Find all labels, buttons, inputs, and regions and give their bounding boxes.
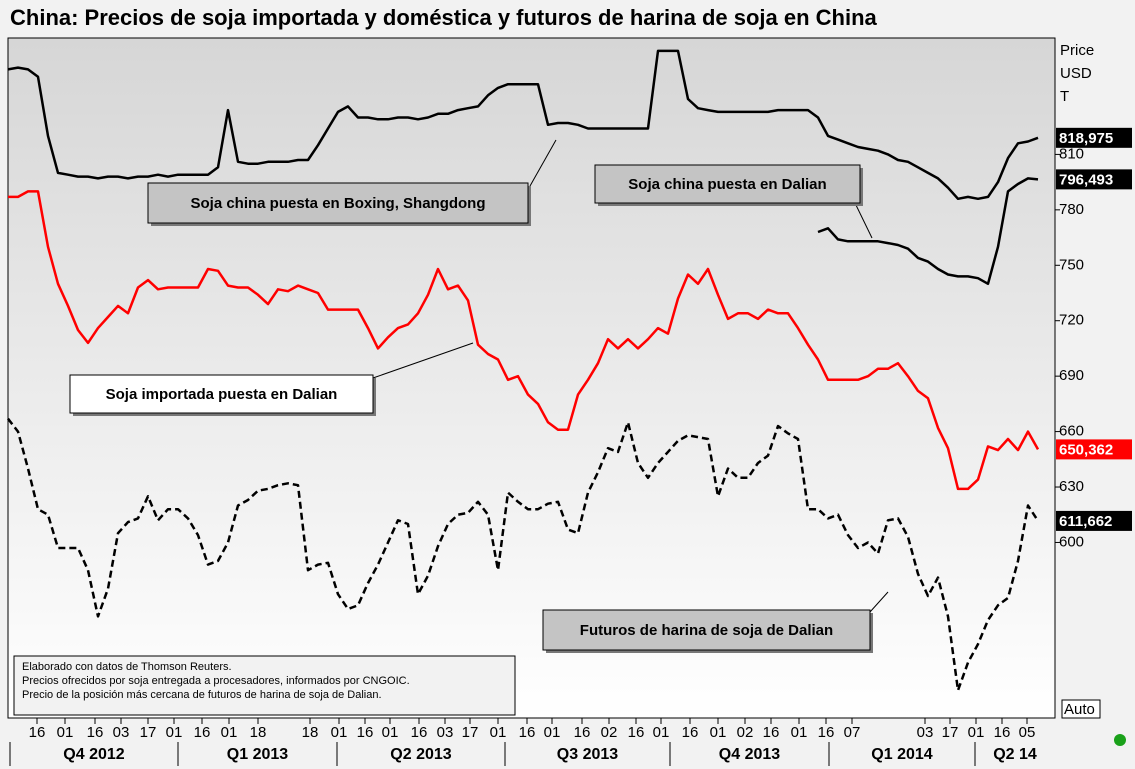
- callout-leader: [529, 139, 557, 187]
- x-tick-label: 01: [710, 724, 727, 741]
- x-tick-label: 16: [411, 724, 428, 741]
- x-tick-label: 17: [140, 724, 157, 741]
- x-tick-label: 01: [653, 724, 670, 741]
- end-label: 650,362: [1059, 441, 1113, 458]
- status-dot: [1114, 734, 1126, 746]
- callout-box: [69, 374, 374, 414]
- period-label: Q4 2013: [719, 746, 780, 763]
- x-tick-label: 03: [437, 724, 454, 741]
- x-tick-label: 16: [194, 724, 211, 741]
- end-label-box: [1056, 510, 1132, 531]
- x-tick-label: 01: [331, 724, 348, 741]
- series-line: [7, 417, 1040, 692]
- x-tick-label: 01: [791, 724, 808, 741]
- x-tick-label: 01: [490, 724, 507, 741]
- x-tick-label: 16: [87, 724, 104, 741]
- period-label: Q1 2014: [871, 746, 932, 763]
- x-tick-label: 03: [113, 724, 130, 741]
- x-tick-label: 16: [574, 724, 591, 741]
- x-tick-label: 16: [682, 724, 699, 741]
- y-tick-label: 660: [1059, 423, 1084, 440]
- x-tick-label: 01: [382, 724, 399, 741]
- x-tick-label: 16: [29, 724, 46, 741]
- y-tick-label: 630: [1059, 478, 1084, 495]
- x-tick-label: 01: [57, 724, 74, 741]
- series-label: Futuros de harina de soja de Dalian: [580, 622, 833, 639]
- x-tick-label: 16: [994, 724, 1011, 741]
- note: Precios ofrecidos por soja entregada a p…: [22, 675, 410, 687]
- notes-box: [13, 655, 516, 716]
- callout-leader: [854, 202, 873, 239]
- x-tick-label: 05: [1019, 724, 1036, 741]
- scale-button-label: Auto: [1064, 701, 1095, 718]
- y-tick-label: 720: [1059, 312, 1084, 329]
- series-label: Soja china puesta en Boxing, Shangdong: [190, 195, 485, 212]
- series-line: [7, 49, 1039, 201]
- callout-box: [594, 164, 861, 204]
- period-label: Q2 14: [993, 746, 1037, 763]
- period-label: Q1 2013: [227, 746, 288, 763]
- x-tick-label: 01: [166, 724, 183, 741]
- series-line: [817, 177, 1039, 286]
- x-tick-label: 01: [968, 724, 985, 741]
- x-tick-label: 02: [601, 724, 618, 741]
- note: Precio de la posición más cercana de fut…: [22, 689, 382, 701]
- end-label-box: [1056, 169, 1132, 190]
- x-tick-label: 01: [221, 724, 238, 741]
- end-label-box: [1056, 439, 1132, 460]
- end-label: 818,975: [1059, 130, 1113, 147]
- x-tick-label: 17: [942, 724, 959, 741]
- y-axis-label: T: [1060, 88, 1069, 105]
- y-tick-label: 690: [1059, 367, 1084, 384]
- x-tick-label: 17: [462, 724, 479, 741]
- y-tick-label: 600: [1059, 533, 1084, 550]
- x-tick-label: 16: [818, 724, 835, 741]
- callout-box: [147, 182, 529, 224]
- end-label-box: [1056, 127, 1132, 148]
- y-tick-label: 750: [1059, 256, 1084, 273]
- callout-leader: [372, 342, 474, 379]
- x-tick-label: 16: [763, 724, 780, 741]
- x-tick-label: 01: [544, 724, 561, 741]
- chart-title: China: Precios de soja importada y domés…: [10, 5, 878, 30]
- x-tick-label: 16: [519, 724, 536, 741]
- end-label: 611,662: [1059, 513, 1112, 530]
- series-line: [8, 190, 1040, 491]
- series-label: Soja importada puesta en Dalian: [106, 386, 338, 403]
- y-axis-label: USD: [1060, 65, 1092, 82]
- end-label: 796,493: [1059, 171, 1113, 188]
- y-tick-label: 810: [1059, 145, 1084, 162]
- x-tick-label: 07: [844, 724, 861, 741]
- callout-leader: [869, 591, 889, 613]
- scale-button: [1061, 699, 1101, 719]
- x-tick-label: 16: [628, 724, 645, 741]
- period-label: Q3 2013: [557, 746, 618, 763]
- callout-box: [542, 609, 871, 651]
- series-label: Soja china puesta en Dalian: [628, 176, 826, 193]
- x-tick-label: 03: [917, 724, 934, 741]
- y-axis-label: Price: [1060, 42, 1094, 59]
- y-tick-label: 780: [1059, 201, 1084, 218]
- x-tick-label: 02: [737, 724, 754, 741]
- x-tick-label: 18: [302, 724, 319, 741]
- period-label: Q4 2012: [63, 746, 124, 763]
- note: Elaborado con datos de Thomson Reuters.: [22, 661, 232, 673]
- x-tick-label: 16: [357, 724, 374, 741]
- x-tick-label: 18: [250, 724, 267, 741]
- period-label: Q2 2013: [390, 746, 451, 763]
